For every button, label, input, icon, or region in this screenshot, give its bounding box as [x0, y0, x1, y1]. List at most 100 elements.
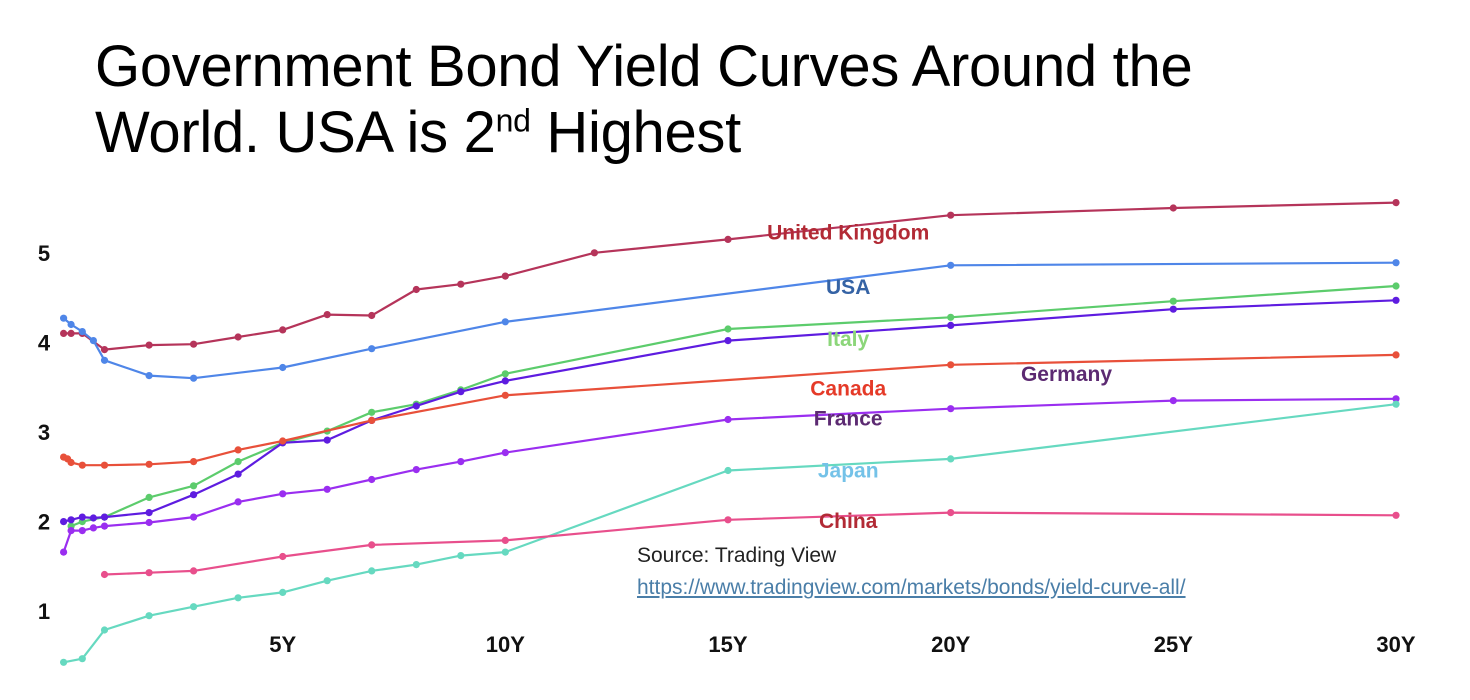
- data-point: [947, 455, 955, 463]
- data-point: [724, 466, 732, 475]
- data-point: [501, 318, 509, 326]
- series-usa: [60, 259, 1400, 382]
- series-label-italy: Italy: [827, 328, 869, 351]
- series-label-canada: Canada: [810, 377, 886, 400]
- data-point: [947, 211, 955, 219]
- data-point: [724, 415, 732, 424]
- data-point: [190, 491, 198, 499]
- data-point: [501, 391, 509, 399]
- data-point: [234, 333, 242, 341]
- data-point: [368, 475, 376, 484]
- title-superscript: nd: [495, 102, 531, 139]
- data-point: [145, 518, 153, 527]
- series-line-japan: [63, 403, 1397, 664]
- data-point: [501, 272, 509, 280]
- data-point: [78, 527, 86, 535]
- data-point: [234, 498, 242, 506]
- data-point: [60, 658, 68, 666]
- data-point: [501, 377, 509, 385]
- data-point: [279, 552, 287, 561]
- data-point: [1392, 199, 1400, 207]
- series-japan: [60, 400, 1400, 666]
- series-line-united-kingdom: [63, 201, 1397, 351]
- data-point: [89, 514, 97, 522]
- x-tick-label: 15Y: [708, 632, 747, 657]
- data-point: [724, 325, 732, 333]
- data-point: [1392, 511, 1400, 519]
- data-point: [323, 485, 331, 493]
- data-point: [1392, 395, 1400, 403]
- series-china: [100, 508, 1400, 579]
- series-canada: [60, 351, 1400, 469]
- data-point: [1392, 296, 1400, 304]
- data-point: [145, 341, 153, 349]
- data-point: [1169, 204, 1177, 212]
- data-point: [947, 321, 955, 329]
- data-point: [100, 356, 109, 364]
- source-link[interactable]: https://www.tradingview.com/markets/bond…: [637, 576, 1186, 599]
- data-point: [234, 446, 242, 454]
- series-label-united-kingdom: United Kingdom: [767, 221, 929, 244]
- data-point: [60, 314, 68, 322]
- series-line-italy: [70, 284, 1397, 528]
- data-point: [89, 337, 97, 345]
- data-point: [279, 363, 287, 372]
- data-point: [724, 516, 732, 524]
- data-point: [190, 482, 198, 490]
- series-line-canada: [63, 353, 1397, 467]
- series-label-china: China: [819, 510, 878, 533]
- data-point: [190, 340, 198, 348]
- data-point: [1392, 351, 1400, 359]
- data-point: [501, 449, 509, 457]
- data-point: [78, 655, 86, 663]
- data-point: [368, 416, 376, 424]
- data-point: [67, 527, 75, 535]
- data-point: [947, 405, 955, 413]
- series-label-japan: Japan: [818, 460, 879, 483]
- data-point: [145, 493, 153, 501]
- series-line-usa: [62, 261, 1397, 380]
- y-tick-label: 1: [38, 599, 50, 624]
- series-italy: [67, 282, 1400, 530]
- data-point: [100, 570, 109, 579]
- data-point: [368, 311, 376, 320]
- data-point: [457, 280, 465, 288]
- data-point: [60, 518, 68, 526]
- data-point: [67, 458, 75, 467]
- data-point: [67, 516, 75, 524]
- data-point: [590, 249, 599, 257]
- data-point: [279, 588, 287, 597]
- data-point: [190, 603, 198, 611]
- series-label-usa: USA: [826, 276, 870, 299]
- data-point: [412, 561, 420, 569]
- data-point: [368, 567, 376, 575]
- series-united-kingdom: [60, 199, 1400, 354]
- data-point: [1392, 400, 1400, 408]
- title-line-2-end: Highest: [530, 100, 741, 165]
- data-point: [190, 567, 198, 575]
- x-tick-label: 10Y: [486, 632, 525, 657]
- data-point: [1392, 259, 1400, 267]
- data-point: [323, 436, 331, 444]
- data-point: [501, 370, 509, 378]
- data-point: [947, 508, 955, 517]
- data-point: [145, 569, 153, 577]
- data-point: [67, 320, 75, 329]
- data-point: [145, 460, 153, 468]
- data-point: [457, 388, 465, 396]
- series-layer: [60, 199, 1400, 666]
- data-point: [279, 326, 287, 334]
- source-label: Source: Trading View: [637, 544, 837, 567]
- data-point: [100, 513, 109, 521]
- data-point: [457, 552, 465, 560]
- data-point: [724, 337, 732, 345]
- data-point: [60, 548, 68, 556]
- data-point: [724, 235, 732, 243]
- data-point: [190, 513, 198, 521]
- data-point: [1169, 297, 1177, 305]
- series-label-france: France: [814, 408, 883, 431]
- data-point: [78, 513, 86, 521]
- data-point: [947, 361, 955, 369]
- data-point: [279, 437, 287, 445]
